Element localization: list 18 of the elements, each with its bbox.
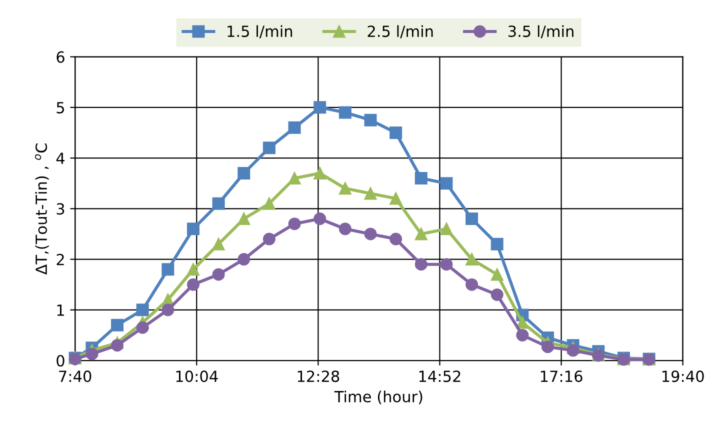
y-axis-title: ΔT,(Tout-Tin) , $^{o}$C	[34, 144, 49, 275]
x-tick-label: 19:40	[662, 370, 704, 382]
x-axis-title: Time (hour)	[334, 390, 422, 404]
x-tick-label: 7:40	[59, 370, 92, 382]
x-tick-label: 17:16	[540, 370, 582, 382]
y-tick-label: 0	[56, 354, 64, 367]
legend-label: 2.5 l/min	[368, 25, 433, 38]
x-tick-label: 14:52	[419, 370, 460, 382]
legend-label: 1.5 l/min	[228, 25, 292, 38]
y-tick-label: 6	[56, 51, 64, 63]
y-tick-label: 5	[56, 102, 64, 114]
y-tick-label: 2	[56, 254, 64, 266]
y-tick-label: 4	[56, 152, 64, 164]
x-tick-label: 10:04	[176, 370, 218, 382]
x-tick-label: 12:28	[298, 370, 340, 382]
y-tick-label: 3	[56, 203, 64, 215]
legend-label: 3.5 l/min	[508, 25, 574, 38]
y-tick-label: 1	[57, 304, 64, 316]
